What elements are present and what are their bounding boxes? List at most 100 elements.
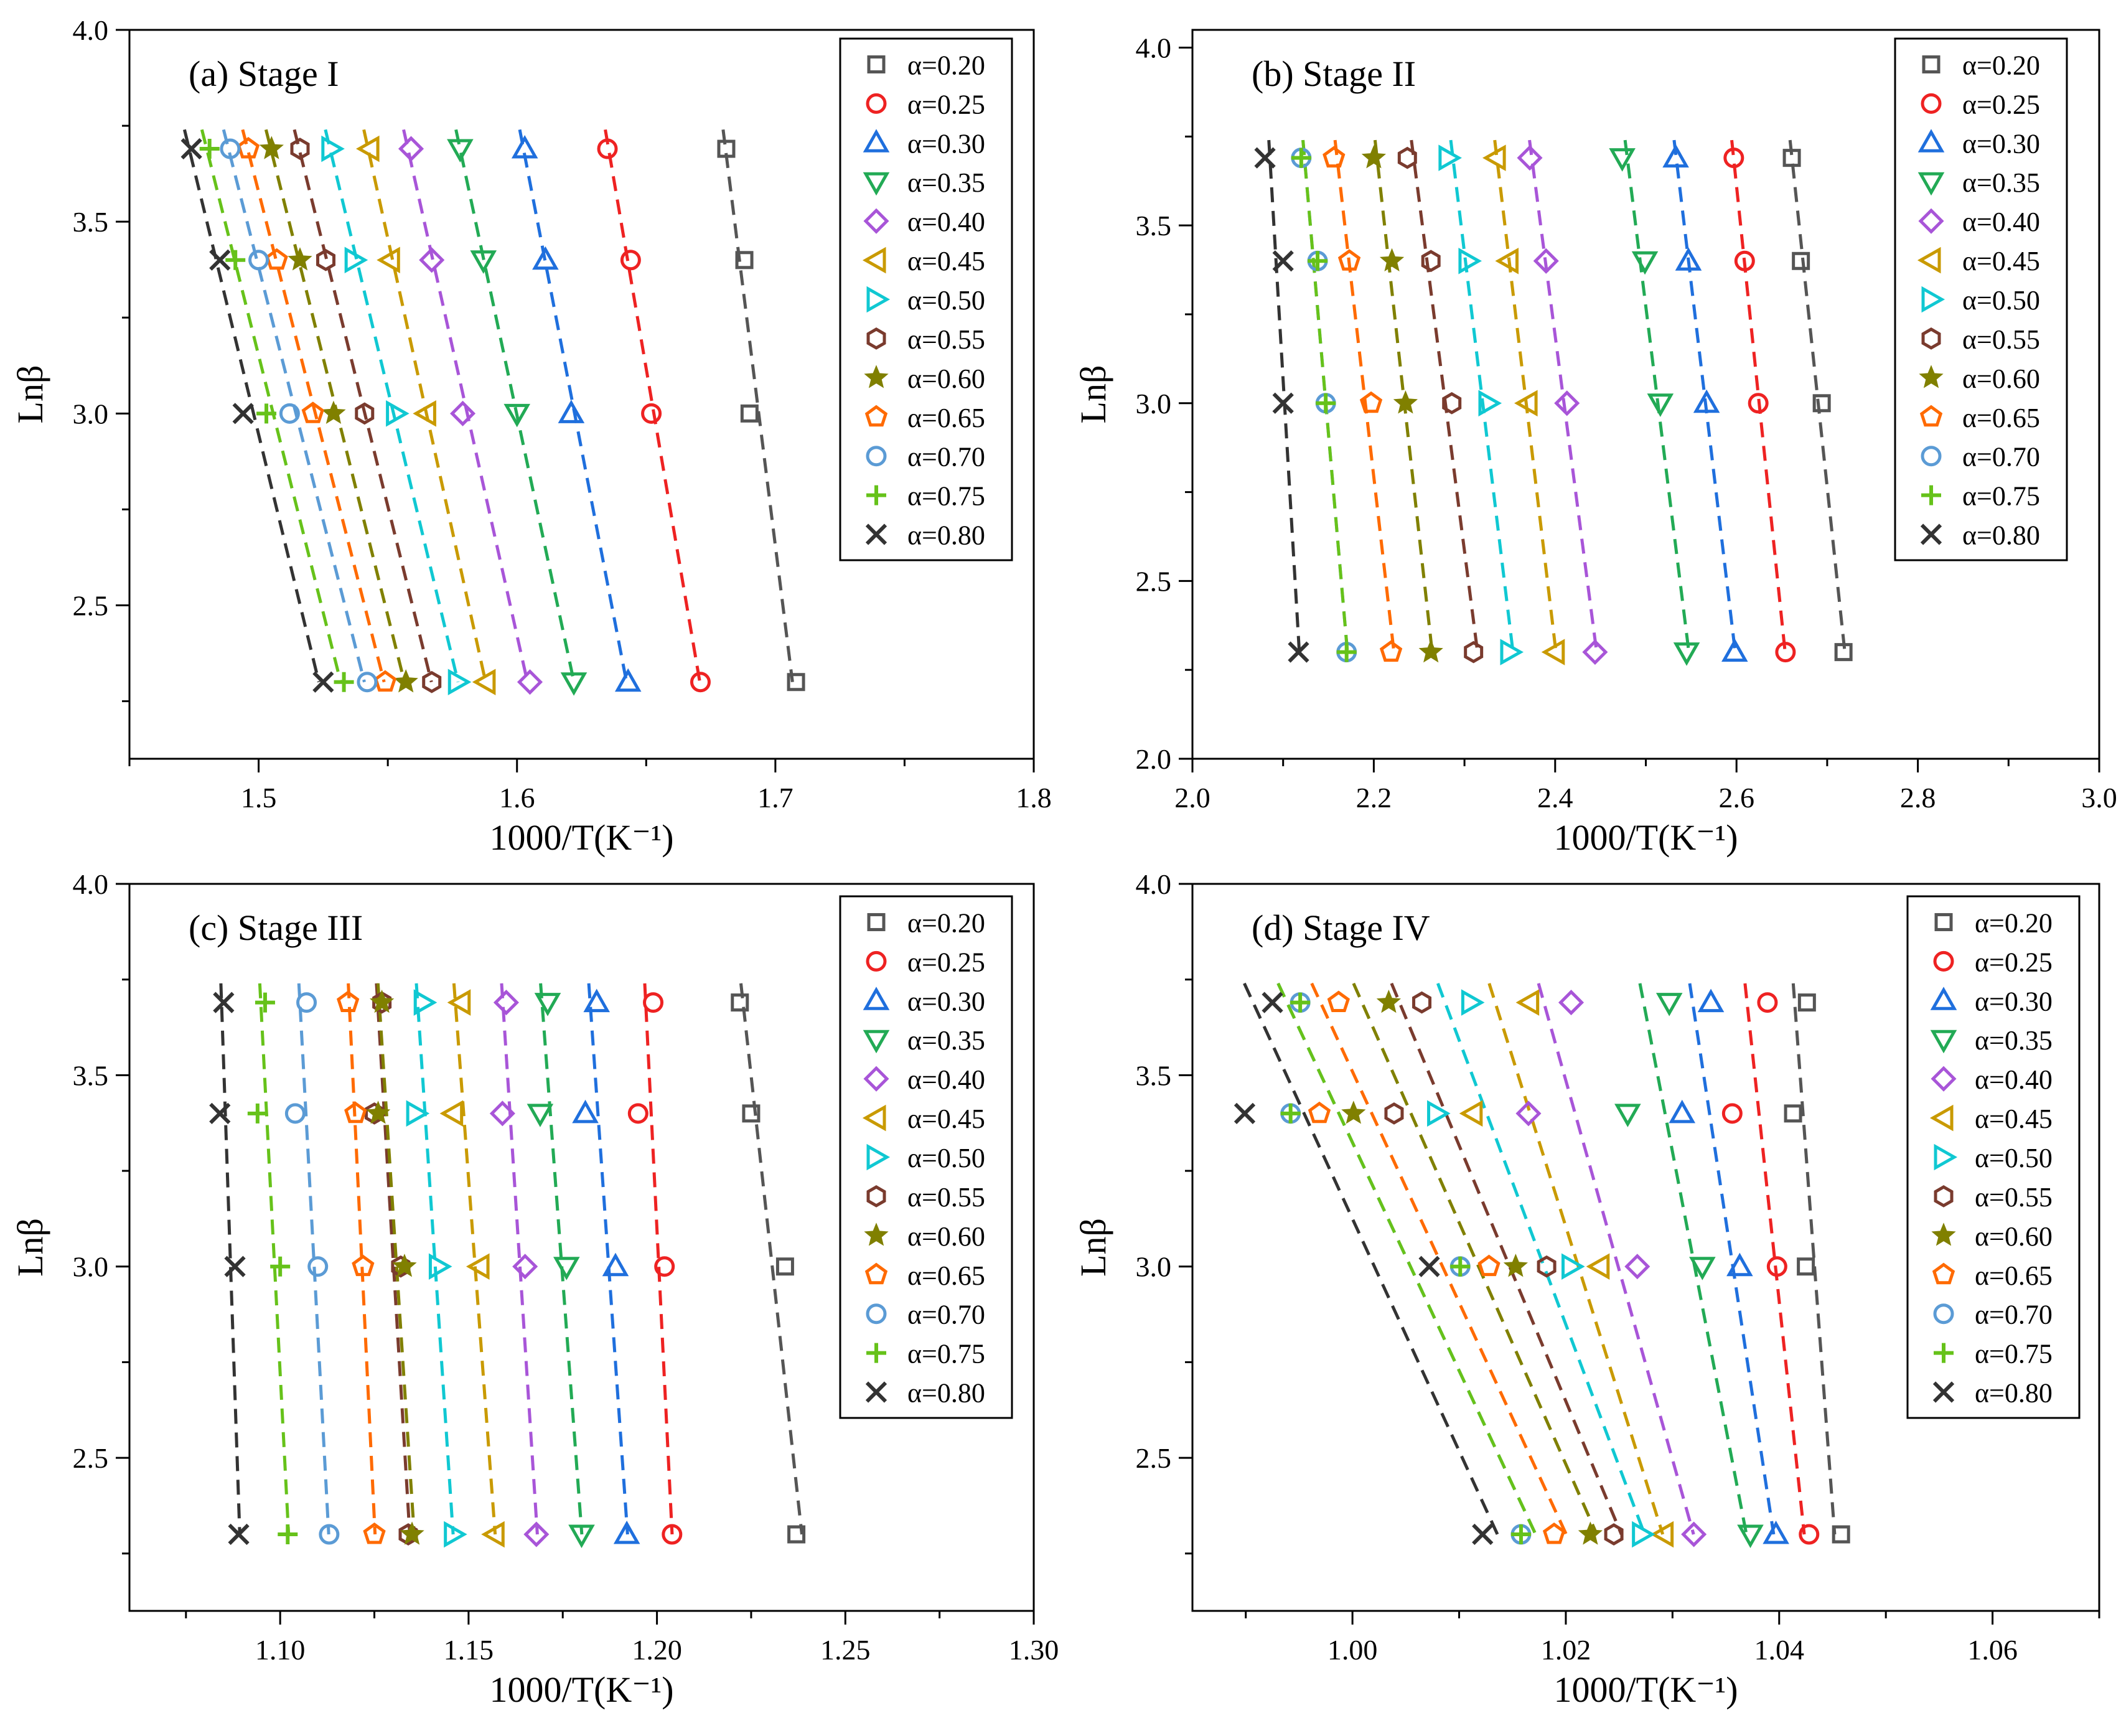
data-point-0-30 xyxy=(572,1099,599,1124)
legend-label-0-55: α=0.55 xyxy=(1975,1182,2053,1213)
legend-marker-0-45 xyxy=(862,1104,886,1132)
fit-line-0-70 xyxy=(297,983,330,1535)
y-axis-label: Lnβ xyxy=(10,1218,50,1277)
data-point-0-60 xyxy=(259,136,284,159)
data-point-0-80 xyxy=(1234,1102,1256,1124)
data-point-0-40 xyxy=(1554,390,1580,416)
legend-marker-0-75 xyxy=(1934,1343,1954,1363)
data-point-0-45 xyxy=(472,669,496,696)
legend-marker-0-50 xyxy=(866,1143,891,1171)
legend-label-0-25: α=0.25 xyxy=(907,947,985,977)
legend-label-0-35: α=0.35 xyxy=(907,167,985,198)
data-point-0-65 xyxy=(336,990,360,1013)
legend-label-0-70: α=0.70 xyxy=(907,1300,985,1330)
data-point-0-35 xyxy=(1689,1257,1716,1280)
legend-label-0-20: α=0.20 xyxy=(1975,908,2053,938)
data-point-0-45 xyxy=(1586,1253,1610,1280)
legend-marker-0-45 xyxy=(1929,1104,1954,1132)
data-point-0-60 xyxy=(393,669,418,693)
legend-label-0-55: α=0.55 xyxy=(1962,324,2040,355)
data-point-0-20 xyxy=(731,993,749,1012)
data-point-0-50 xyxy=(428,1253,452,1280)
data-point-0-55 xyxy=(1397,146,1417,169)
data-point-0-50 xyxy=(1561,1253,1585,1280)
y-tick-label: 3.0 xyxy=(1136,388,1172,420)
fit-line-0-40 xyxy=(1537,983,1695,1535)
data-point-0-55 xyxy=(398,1523,418,1546)
data-point-0-80 xyxy=(1472,1523,1494,1546)
x-tick-label: 1.5 xyxy=(241,782,277,814)
legend-label-0-65: α=0.65 xyxy=(907,1260,985,1291)
data-point-0-40 xyxy=(1517,145,1543,171)
legend-marker-0-70 xyxy=(1933,1303,1954,1325)
data-point-0-35 xyxy=(503,403,531,428)
legend-label-0-75: α=0.75 xyxy=(907,1339,985,1369)
x-tick-label: 1.00 xyxy=(1327,1634,1378,1666)
data-point-0-30 xyxy=(1763,1520,1789,1544)
data-point-0-80 xyxy=(232,403,254,425)
data-point-0-60 xyxy=(1376,989,1402,1013)
legend-label-0-35: α=0.35 xyxy=(907,1025,985,1056)
data-point-0-75 xyxy=(1510,1524,1531,1545)
fit-line-0-75 xyxy=(200,129,342,683)
data-point-0-55 xyxy=(1604,1523,1624,1546)
data-point-0-40 xyxy=(1582,639,1608,665)
data-point-0-60 xyxy=(288,247,312,271)
legend-marker-0-35 xyxy=(863,172,890,196)
data-point-0-20 xyxy=(742,1104,761,1123)
legend-label-0-75: α=0.75 xyxy=(907,481,985,512)
data-point-0-40 xyxy=(419,247,445,273)
data-point-0-75 xyxy=(270,1256,291,1277)
legend-marker-0-65 xyxy=(864,405,888,427)
legend-marker-0-30 xyxy=(1930,987,1957,1010)
data-point-0-20 xyxy=(1834,643,1853,662)
x-tick-label: 1.30 xyxy=(1009,1634,1059,1666)
data-point-0-30 xyxy=(602,1252,629,1277)
data-point-0-80 xyxy=(1272,250,1294,272)
data-point-0-45 xyxy=(1495,248,1519,274)
x-tick-label: 1.04 xyxy=(1754,1634,1805,1666)
data-point-0-35 xyxy=(447,139,474,163)
legend-marker-0-30 xyxy=(863,987,890,1010)
data-point-0-50 xyxy=(1500,639,1524,665)
data-point-0-80 xyxy=(213,992,235,1013)
legend-marker-0-65 xyxy=(1919,405,1943,427)
data-point-0-80 xyxy=(1254,147,1276,169)
data-point-0-70 xyxy=(279,403,300,424)
data-point-0-50 xyxy=(444,1521,467,1548)
x-tick-label: 1.7 xyxy=(757,782,794,814)
legend-label-0-55: α=0.55 xyxy=(907,1182,985,1213)
data-point-0-30 xyxy=(1726,1252,1753,1277)
x-tick-label: 2.6 xyxy=(1718,782,1754,814)
legend-label-0-20: α=0.20 xyxy=(907,908,985,938)
y-tick-label: 3.5 xyxy=(73,206,109,238)
fit-line-0-60 xyxy=(376,983,416,1535)
data-point-0-80 xyxy=(180,138,202,160)
legend-label-0-60: α=0.60 xyxy=(1962,364,2040,394)
data-point-0-20 xyxy=(1832,1525,1850,1544)
data-point-0-40 xyxy=(1624,1254,1650,1280)
data-point-0-35 xyxy=(1609,148,1636,172)
legend-marker-0-80 xyxy=(865,523,887,545)
y-axis-label: Lnβ xyxy=(10,365,50,424)
data-point-0-20 xyxy=(1797,1257,1815,1276)
legend-label-0-40: α=0.40 xyxy=(1962,207,2040,237)
data-point-0-30 xyxy=(613,1520,640,1544)
panel-c: 1.10 1.15 1.20 1.25 1.30 2.5 3.0 3.5 4.0 1000/T(K… xyxy=(10,868,1059,1710)
data-point-0-35 xyxy=(1655,993,1683,1016)
data-point-0-60 xyxy=(1361,144,1387,169)
data-point-0-35 xyxy=(1673,642,1700,666)
data-point-0-35 xyxy=(1737,1524,1764,1549)
data-point-0-40 xyxy=(449,400,476,426)
legend-label-0-80: α=0.80 xyxy=(1975,1378,2053,1409)
data-point-0-60 xyxy=(1393,390,1418,414)
x-axis-label: 1000/T(K⁻¹) xyxy=(489,817,673,858)
data-point-0-65 xyxy=(363,1522,386,1544)
data-point-0-65 xyxy=(1337,249,1361,271)
data-point-0-35 xyxy=(553,1257,580,1280)
data-point-0-75 xyxy=(225,250,246,270)
fit-line-0-45 xyxy=(1487,983,1665,1535)
data-point-0-50 xyxy=(1438,144,1462,171)
x-tick-label: 1.15 xyxy=(444,1634,494,1666)
plot-frame xyxy=(128,883,1035,1612)
